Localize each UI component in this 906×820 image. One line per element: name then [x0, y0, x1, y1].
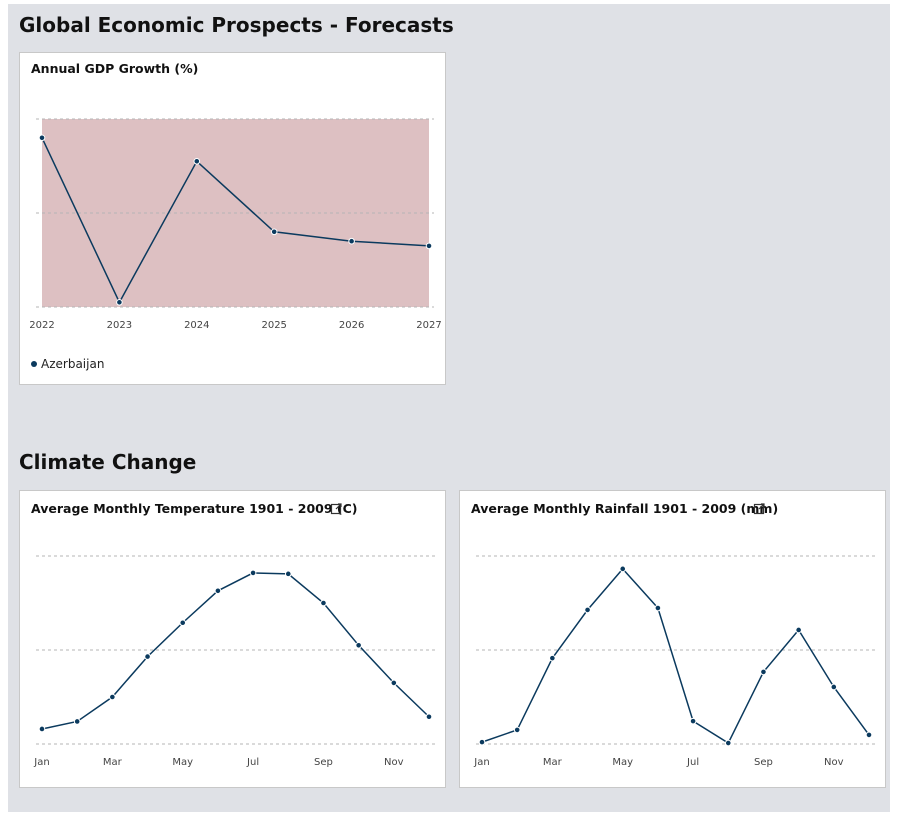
data-point: [144, 653, 151, 660]
data-point: [830, 683, 838, 691]
x-tick-label: Mar: [103, 757, 123, 768]
x-tick-label: Sep: [754, 757, 773, 768]
legend-marker: [31, 361, 37, 367]
chart-title: Average Monthly Temperature 1901 - 2009 …: [31, 501, 358, 516]
x-tick-label: Nov: [824, 757, 844, 768]
x-tick-label: May: [172, 757, 193, 768]
x-tick-label: 2023: [107, 320, 132, 331]
chart-card: Average Monthly Rainfall 1901 - 2009 (mm…: [459, 490, 886, 788]
data-point: [425, 242, 433, 250]
chart: Average Monthly Temperature 1901 - 2009 …: [31, 501, 435, 768]
data-point: [355, 642, 362, 649]
data-point: [270, 228, 278, 236]
x-tick-label: Sep: [314, 757, 333, 768]
x-tick-label: Mar: [543, 757, 563, 768]
chart-title: Annual GDP Growth (%): [31, 61, 198, 76]
data-line: [41, 137, 430, 304]
data-line: [481, 567, 870, 745]
data-point: [654, 604, 662, 612]
chart-card: Annual GDP Growth (%) 2022 2023 2024 2025 20…: [19, 52, 446, 385]
data-point: [73, 718, 81, 725]
data-point: [249, 569, 257, 577]
data-point: [38, 725, 46, 733]
data-point: [348, 237, 355, 245]
external-link-icon[interactable]: [330, 503, 342, 515]
x-tick-label: Jan: [473, 757, 489, 768]
data-point: [214, 587, 222, 595]
data-point: [689, 717, 697, 725]
chart-title: Average Monthly Rainfall 1901 - 2009 (mm…: [471, 501, 778, 516]
data-point: [549, 654, 556, 662]
external-link-icon[interactable]: [753, 503, 765, 515]
chart: Annual GDP Growth (%) 2022 2023 2024 2025 20…: [29, 61, 441, 371]
section-heading: Climate Change: [19, 450, 197, 474]
data-point: [390, 679, 398, 687]
data-point: [116, 299, 123, 306]
x-tick-label: May: [612, 757, 633, 768]
data-line: [41, 572, 430, 730]
data-point: [865, 731, 873, 739]
x-tick-label: Jul: [246, 757, 259, 768]
legend-label: Azerbaijan: [41, 357, 104, 371]
data-point: [478, 738, 486, 746]
data-point: [513, 726, 521, 734]
x-tick-label: 2022: [29, 320, 54, 331]
data-point: [179, 619, 187, 627]
data-point: [193, 158, 201, 165]
data-point: [425, 713, 433, 721]
x-tick-label: Jul: [686, 757, 699, 768]
data-point: [109, 693, 116, 701]
x-tick-label: 2025: [261, 320, 286, 331]
x-tick-label: Jan: [33, 757, 49, 768]
x-tick-label: Nov: [384, 757, 404, 768]
x-tick-label: 2027: [416, 320, 441, 331]
data-point: [619, 565, 627, 573]
data-point: [724, 739, 732, 747]
chart-card: Average Monthly Temperature 1901 - 2009 …: [19, 490, 446, 788]
data-point: [320, 599, 327, 607]
chart: Average Monthly Rainfall 1901 - 2009 (mm…: [471, 501, 875, 768]
data-point: [284, 570, 292, 578]
section-heading: Global Economic Prospects - Forecasts: [19, 13, 454, 37]
x-tick-label: 2024: [184, 320, 209, 331]
data-point: [760, 668, 767, 676]
data-point: [584, 606, 591, 614]
data-point: [795, 626, 802, 634]
data-point: [38, 134, 46, 142]
x-tick-label: 2026: [339, 320, 364, 331]
